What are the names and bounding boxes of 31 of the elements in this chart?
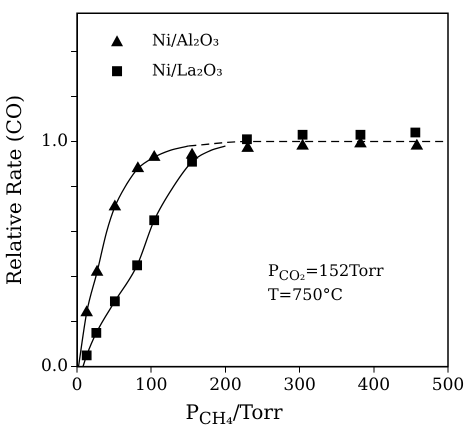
annotation: T=750°C — [268, 285, 343, 304]
x-tick-label: 300 — [283, 375, 316, 396]
annotation: P$_{CO₂}$=152Torr — [268, 261, 384, 284]
point — [91, 265, 103, 276]
x-tick-label: 500 — [432, 375, 464, 396]
y-tick-label: 1.0 — [40, 130, 68, 151]
point — [80, 306, 93, 316]
y-axis-title: Relative Rate (CO) — [2, 94, 26, 286]
point — [91, 328, 102, 338]
point — [149, 215, 160, 226]
point — [132, 260, 142, 270]
y-tick-label: 0.0 — [40, 356, 68, 376]
legend-label: Ni/Al₂O₃ — [152, 30, 220, 50]
point — [148, 150, 160, 161]
point — [242, 134, 252, 144]
point — [356, 130, 366, 140]
x-axis-title: P$_{CH₄}$/Torr — [184, 400, 284, 428]
point — [132, 162, 144, 172]
x-tick-label: 100 — [135, 375, 168, 396]
x-tick-label: 200 — [209, 375, 242, 396]
x-tick-label: 400 — [358, 375, 390, 396]
point — [109, 200, 121, 210]
x-tick-label: 0 — [72, 375, 82, 396]
point — [296, 139, 308, 150]
point — [298, 130, 308, 140]
point — [110, 296, 120, 306]
point — [410, 139, 423, 150]
point — [410, 128, 420, 138]
point — [186, 148, 198, 159]
legend-label: Ni/La₂O₃ — [152, 60, 223, 80]
point — [82, 350, 92, 360]
